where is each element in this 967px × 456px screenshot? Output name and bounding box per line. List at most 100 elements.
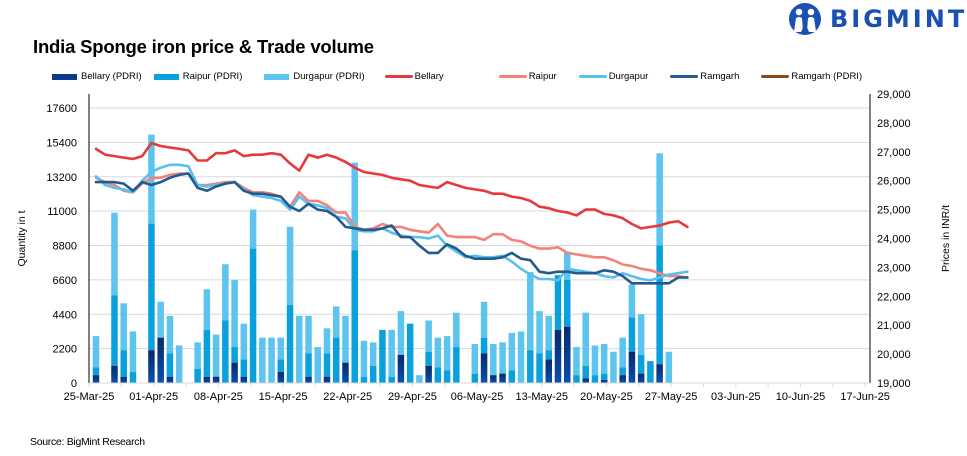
bar-durgapur-pdri (323, 328, 331, 354)
bar-bellary-pdri (231, 362, 238, 383)
y2-tick-label: 23,000 (877, 262, 911, 274)
bar-bellary-pdri (323, 376, 331, 383)
bar-durgapur-pdri (425, 320, 432, 352)
bar-durgapur-pdri (194, 342, 201, 369)
y2-tick-label: 29,000 (877, 89, 911, 101)
bar-durgapur-pdri (231, 279, 238, 348)
bar-durgapur-pdri (490, 343, 497, 376)
bar-raipur-pdri (203, 329, 211, 377)
bar-durgapur-pdri (296, 315, 303, 383)
bar-raipur-pdri (536, 353, 543, 383)
bar-durgapur-pdri (517, 331, 525, 383)
y2-tick-label: 28,000 (877, 118, 911, 130)
bar-bellary-pdri (111, 365, 118, 383)
bar-durgapur-pdri (527, 272, 534, 351)
bar-bellary-pdri (425, 365, 432, 383)
bar-bellary-pdri (554, 329, 562, 383)
bar-raipur-pdri (508, 370, 516, 383)
y-tick-label: 17600 (46, 103, 77, 115)
legend-item-durgapur: Durgapur (578, 71, 649, 82)
bar-raipur-pdri (351, 250, 358, 383)
bar-durgapur-pdri (369, 342, 377, 366)
bar-raipur-pdri (222, 320, 229, 383)
bar-durgapur-pdri (591, 345, 599, 376)
bar-raipur-pdri (277, 359, 285, 373)
legend-swatch (384, 75, 413, 78)
bar-durgapur-pdri (480, 301, 488, 338)
bar-raipur-pdri (111, 295, 118, 366)
bar-raipur-pdri (388, 376, 395, 383)
bar-bellary-pdri (600, 379, 608, 383)
x-tick-label: 03-Jun-25 (711, 391, 761, 403)
bar-bellary-pdri (305, 376, 312, 383)
bar-durgapur-pdri (212, 334, 220, 377)
bar-bellary-pdri (157, 337, 164, 383)
bar-bellary-pdri (342, 362, 349, 383)
legend-label: Durgapur (608, 71, 649, 82)
legend-swatch (670, 75, 699, 78)
bar-bellary-pdri (148, 350, 155, 383)
legend-label: Ramgarh (700, 71, 740, 82)
legend-label: Bellary (414, 71, 444, 82)
bar-durgapur-pdri (157, 301, 164, 338)
bigmint-logo: BIGMINT (788, 1, 967, 37)
legend-swatch (761, 75, 790, 78)
bar-durgapur-pdri (388, 329, 395, 377)
x-tick-label: 13-May-25 (515, 391, 568, 403)
x-tick-label: 27-May-25 (645, 391, 698, 403)
bar-durgapur-pdri (249, 209, 257, 249)
legend-swatch (578, 75, 607, 78)
legend-item-ramgarh-pdri: Ramgarh (PDRI) (761, 71, 862, 82)
bar-durgapur-pdri (656, 153, 663, 246)
x-tick-label: 22-Apr-25 (323, 391, 372, 403)
bar-bellary-pdri (637, 373, 645, 383)
bar-durgapur-pdri (222, 264, 229, 321)
bar-durgapur-pdri (453, 312, 460, 348)
bar-bellary-pdri (92, 375, 100, 383)
bar-durgapur-pdri (259, 337, 266, 383)
bar-raipur-pdri (379, 329, 386, 383)
bar-durgapur-pdri (628, 284, 636, 318)
bar-raipur-pdri (240, 359, 248, 377)
y-tick-label: 15400 (46, 137, 77, 149)
bar-raipur-pdri (369, 365, 377, 383)
x-tick-label: 15-Apr-25 (259, 391, 308, 403)
bar-bellary-pdri (628, 351, 636, 383)
bar-raipur-pdri (249, 248, 257, 383)
bar-raipur-pdri (527, 350, 534, 383)
bar-durgapur-pdri (286, 226, 294, 305)
bar-bellary-pdri (499, 373, 506, 383)
bar-durgapur-pdri (416, 375, 423, 383)
bar-raipur-pdri (166, 353, 174, 377)
legend-item-raipur: Raipur (498, 71, 557, 82)
bar-bellary-pdri (166, 376, 174, 383)
bar-durgapur-pdri (332, 306, 340, 338)
bar-durgapur-pdri (342, 315, 349, 363)
legend-label: Bellary (PDRI) (81, 71, 142, 82)
legend-item-bellary-pdri: Bellary (PDRI) (52, 71, 142, 82)
x-tick-label: 25-Mar-25 (64, 391, 115, 403)
y2-tick-label: 24,000 (877, 234, 911, 246)
bar-durgapur-pdri (203, 289, 211, 330)
line-bellary (94, 141, 689, 230)
bar-durgapur-pdri (536, 311, 543, 354)
bar-bellary-pdri (545, 359, 553, 383)
bar-durgapur-pdri (360, 340, 368, 377)
bar-raipur-pdri (563, 279, 571, 327)
bar-durgapur-pdri (563, 251, 571, 280)
x-tick-label: 10-Jun-25 (776, 391, 826, 403)
gridlines (89, 107, 870, 350)
bar-raipur-pdri (332, 337, 340, 383)
bar-bellary-pdri (490, 375, 497, 383)
bar-raipur-pdri (600, 373, 608, 380)
bar-durgapur-pdri (305, 315, 312, 354)
y-tick-label: 6600 (53, 275, 77, 287)
legend-swatch (498, 75, 527, 78)
legend-item-durgapur-pdri: Durgapur (PDRI) (264, 71, 365, 82)
legend-label: Durgapur (PDRI) (293, 71, 365, 82)
bar-durgapur-pdri (120, 303, 127, 351)
bar-raipur-pdri (619, 367, 626, 376)
legend-swatch (264, 73, 290, 80)
bar-raipur-pdri (545, 350, 553, 360)
